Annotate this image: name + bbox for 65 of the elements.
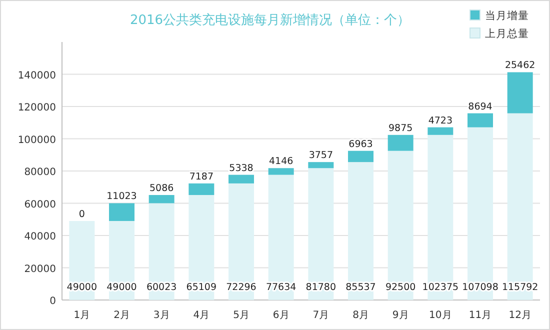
bar [348,150,374,162]
x-tick-label: 6月 [272,310,290,321]
y-tick-label: 140000 [18,70,56,82]
x-tick-label: 5月 [233,310,250,321]
bar [468,113,493,128]
data-label: 4146 [268,156,294,168]
y-tick-label: 120000 [18,102,56,114]
bar [507,72,533,114]
y-tick-label: 100000 [18,134,56,146]
x-tick-label: 1月 [74,310,90,321]
chart-title: 2016公共类充电设施每月新增情况（单位：个） [130,13,410,28]
y-tick-label: 0 [50,296,56,307]
data-label: 6963 [348,138,373,150]
data-label: 81780 [306,282,336,293]
bar [188,183,214,196]
bar [148,203,174,300]
bar [188,195,214,300]
data-label: 107098 [462,282,498,293]
legend-label: 上月总量 [485,27,529,40]
data-label: 49000 [106,282,137,293]
x-tick-label: 11月 [468,310,492,321]
data-label: 8694 [468,101,492,112]
bar [228,174,254,184]
x-tick-label: 7月 [312,310,330,321]
bar [228,183,254,300]
data-label: 102375 [422,282,459,293]
bar [109,203,134,221]
y-tick-label: 60000 [24,199,56,210]
bar [388,150,414,300]
bar [268,168,294,175]
y-tick-label: 20000 [24,264,56,275]
data-label: 0 [78,208,85,220]
data-label: 3757 [308,150,334,162]
x-tick-label: 4月 [193,310,210,321]
x-tick-label: 3月 [153,310,170,321]
legend-label: 当月增量 [485,10,529,22]
data-label: 49000 [66,282,98,293]
x-tick-label: 12月 [508,310,532,321]
bar [308,162,334,168]
bar [148,195,174,204]
data-label: 4723 [428,115,453,126]
data-label: 5086 [149,183,174,194]
y-tick-label: 40000 [24,232,56,242]
bar [348,162,374,300]
x-tick-label: 8月 [352,310,369,321]
data-label: 85537 [346,282,376,293]
data-label: 9875 [388,122,413,134]
y-tick-label: 80000 [24,167,56,178]
x-tick-label: 9月 [392,310,409,321]
data-label: 77634 [266,282,296,293]
data-label: 115792 [502,282,538,293]
data-label: 60023 [146,282,177,293]
data-label: 7187 [189,171,214,182]
data-label: 65109 [186,282,217,293]
data-label: 72296 [226,282,256,293]
x-tick-label: 10月 [429,310,452,321]
data-label: 92500 [385,282,416,293]
data-label: 5338 [229,162,254,174]
bar [388,134,414,151]
bar [428,127,454,135]
data-label: 11023 [106,191,137,202]
x-tick-label: 2月 [114,310,130,321]
bar [308,168,334,300]
bar [268,174,294,300]
data-label: 25462 [504,60,536,72]
